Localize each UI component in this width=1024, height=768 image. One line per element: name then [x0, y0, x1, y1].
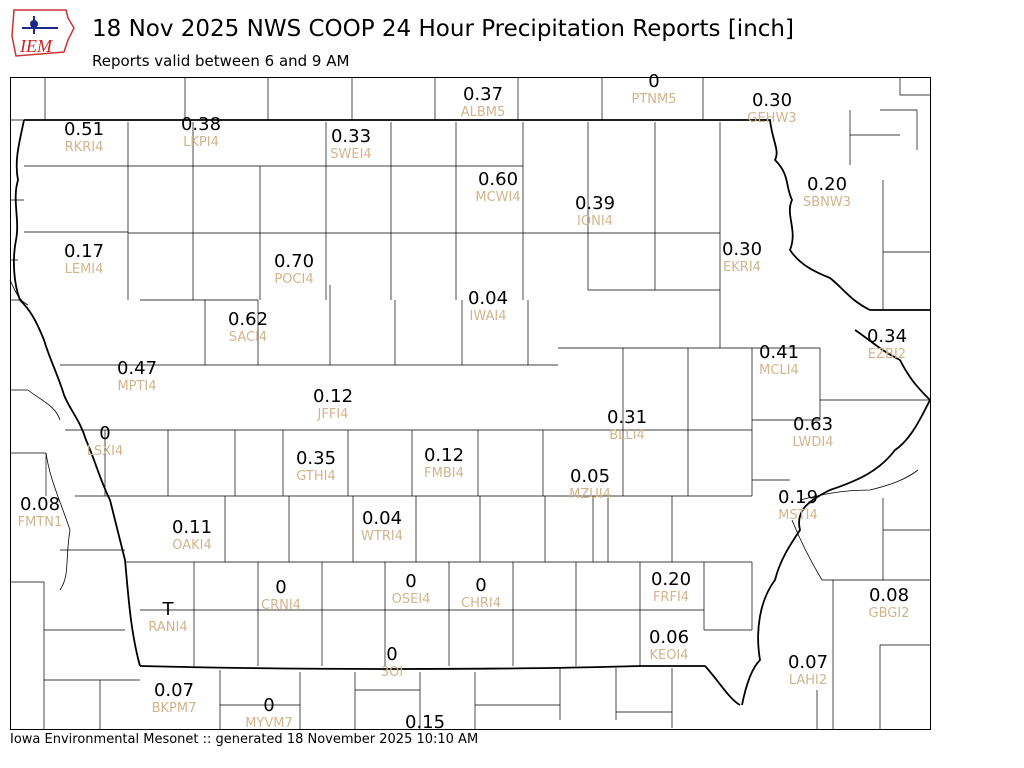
- station-id: GTHI4: [296, 469, 335, 484]
- precip-value: 0.20: [807, 174, 847, 195]
- map-frame: [10, 77, 931, 730]
- precip-value: T: [162, 599, 175, 620]
- station-id: RKRI4: [65, 140, 104, 155]
- precip-value: 0.33: [331, 126, 371, 147]
- precip-value: 0: [475, 575, 486, 596]
- precip-value: 0.31: [607, 407, 647, 428]
- station-id: LSXI4: [87, 444, 124, 459]
- station-id: LAHI2: [789, 673, 827, 688]
- precip-value: 0.04: [468, 288, 508, 309]
- precip-value: 0.05: [570, 466, 610, 487]
- station-id: MCWI4: [475, 190, 520, 205]
- precip-value: 0.06: [649, 627, 689, 648]
- precip-value: 0: [99, 423, 110, 444]
- precip-value: 0.20: [651, 569, 691, 590]
- precip-value: 0.37: [463, 84, 503, 105]
- station-id: MYVM7: [245, 716, 293, 731]
- precip-value: 0: [275, 577, 286, 598]
- station-id: RANI4: [148, 620, 187, 635]
- precip-value: 0: [648, 71, 659, 92]
- station-id: SACI4: [229, 330, 267, 345]
- precip-value: 0.08: [869, 585, 909, 606]
- station-id: MCLI4: [759, 363, 799, 378]
- page-title: 18 Nov 2025 NWS COOP 24 Hour Precipitati…: [92, 16, 794, 42]
- precip-value: 0.17: [64, 241, 104, 262]
- station-id: CHRI4: [461, 596, 501, 611]
- station-id: LWDI4: [792, 435, 833, 450]
- precip-value: 0.35: [296, 448, 336, 469]
- precip-value: 0.30: [752, 90, 792, 111]
- precip-value: 0.11: [172, 517, 212, 538]
- station-id: LKPI4: [183, 135, 219, 150]
- station-id: KEOI4: [649, 648, 688, 663]
- county-lines: [10, 78, 930, 730]
- station-id: GEHW3: [747, 111, 796, 126]
- station-id: CRNI4: [261, 598, 301, 613]
- precip-value: 0.30: [722, 239, 762, 260]
- precip-value: 0.08: [20, 494, 60, 515]
- page-subtitle: Reports valid between 6 and 9 AM: [92, 52, 350, 70]
- precip-value: 0.38: [181, 114, 221, 135]
- iem-logo: IEM: [8, 6, 78, 62]
- precip-value: 0.51: [64, 119, 104, 140]
- precip-value: 0.04: [362, 508, 402, 529]
- station-id: FMBI4: [424, 466, 464, 481]
- precip-value: 0.15: [405, 712, 445, 733]
- station-id: POCI4: [274, 272, 313, 287]
- precip-value: 0: [263, 695, 274, 716]
- precip-value: 0.60: [478, 169, 518, 190]
- station-id: BKPM7: [152, 701, 197, 716]
- station-id: FRFI4: [653, 590, 689, 605]
- station-id: IONI4: [577, 214, 613, 229]
- precip-value: 0.62: [228, 309, 268, 330]
- precip-value: 0.70: [274, 251, 314, 272]
- station-id: MSTI4: [778, 508, 818, 523]
- station-id: OSEI4: [392, 592, 431, 607]
- station-id: SBNW3: [803, 195, 851, 210]
- station-id: 3OI: [381, 665, 403, 680]
- precip-value: 0: [386, 644, 397, 665]
- station-id: GBGI2: [869, 606, 910, 621]
- precip-value: 0.12: [424, 445, 464, 466]
- station-id: MPTI4: [117, 379, 156, 394]
- station-id: BLLI4: [609, 428, 645, 443]
- precip-value: 0.12: [313, 386, 353, 407]
- station-id: EZBI2: [868, 347, 906, 362]
- station-id: FMTN1: [18, 515, 63, 530]
- footer-credit: Iowa Environmental Mesonet :: generated …: [10, 732, 479, 747]
- logo-text: IEM: [19, 36, 53, 56]
- precip-value: 0.47: [117, 358, 157, 379]
- station-id: PTNM5: [632, 92, 677, 107]
- precip-value: 0.34: [867, 326, 907, 347]
- station-id: ALBM5: [461, 105, 506, 120]
- station-id: OAKI4: [172, 538, 212, 553]
- river-lines: [9, 279, 919, 591]
- station-id: EKRI4: [723, 260, 761, 275]
- station-id: SWEI4: [330, 147, 371, 162]
- station-id: IWAI4: [470, 309, 507, 324]
- precip-value: 0: [405, 571, 416, 592]
- precip-value: 0.19: [778, 487, 818, 508]
- state-borders: [13, 119, 931, 706]
- precip-value: 0.39: [575, 193, 615, 214]
- precip-value: 0.41: [759, 342, 799, 363]
- precip-value: 0.07: [154, 680, 194, 701]
- precip-value: 0.07: [788, 652, 828, 673]
- station-id: MZUI4: [569, 487, 611, 502]
- station-id: JFFI4: [317, 407, 349, 422]
- station-id: WTRI4: [361, 529, 403, 544]
- precip-value: 0.63: [793, 414, 833, 435]
- station-id: LEMI4: [65, 262, 104, 277]
